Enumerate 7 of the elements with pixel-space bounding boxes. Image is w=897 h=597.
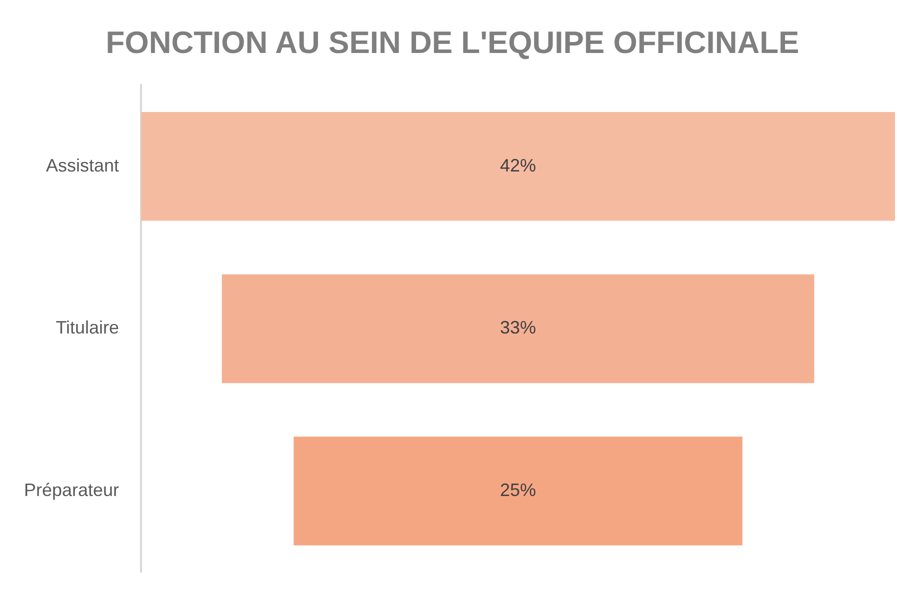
category-label: Titulaire (56, 318, 120, 338)
category-label: Préparateur (24, 480, 120, 500)
data-label: 33% (500, 318, 536, 338)
data-label: 42% (500, 155, 536, 176)
category-label: Assistant (46, 155, 120, 176)
data-label: 25% (500, 480, 536, 500)
text: FONCTION AU SEIN DE L'EQUIPE OFFICINALE (106, 25, 800, 60)
